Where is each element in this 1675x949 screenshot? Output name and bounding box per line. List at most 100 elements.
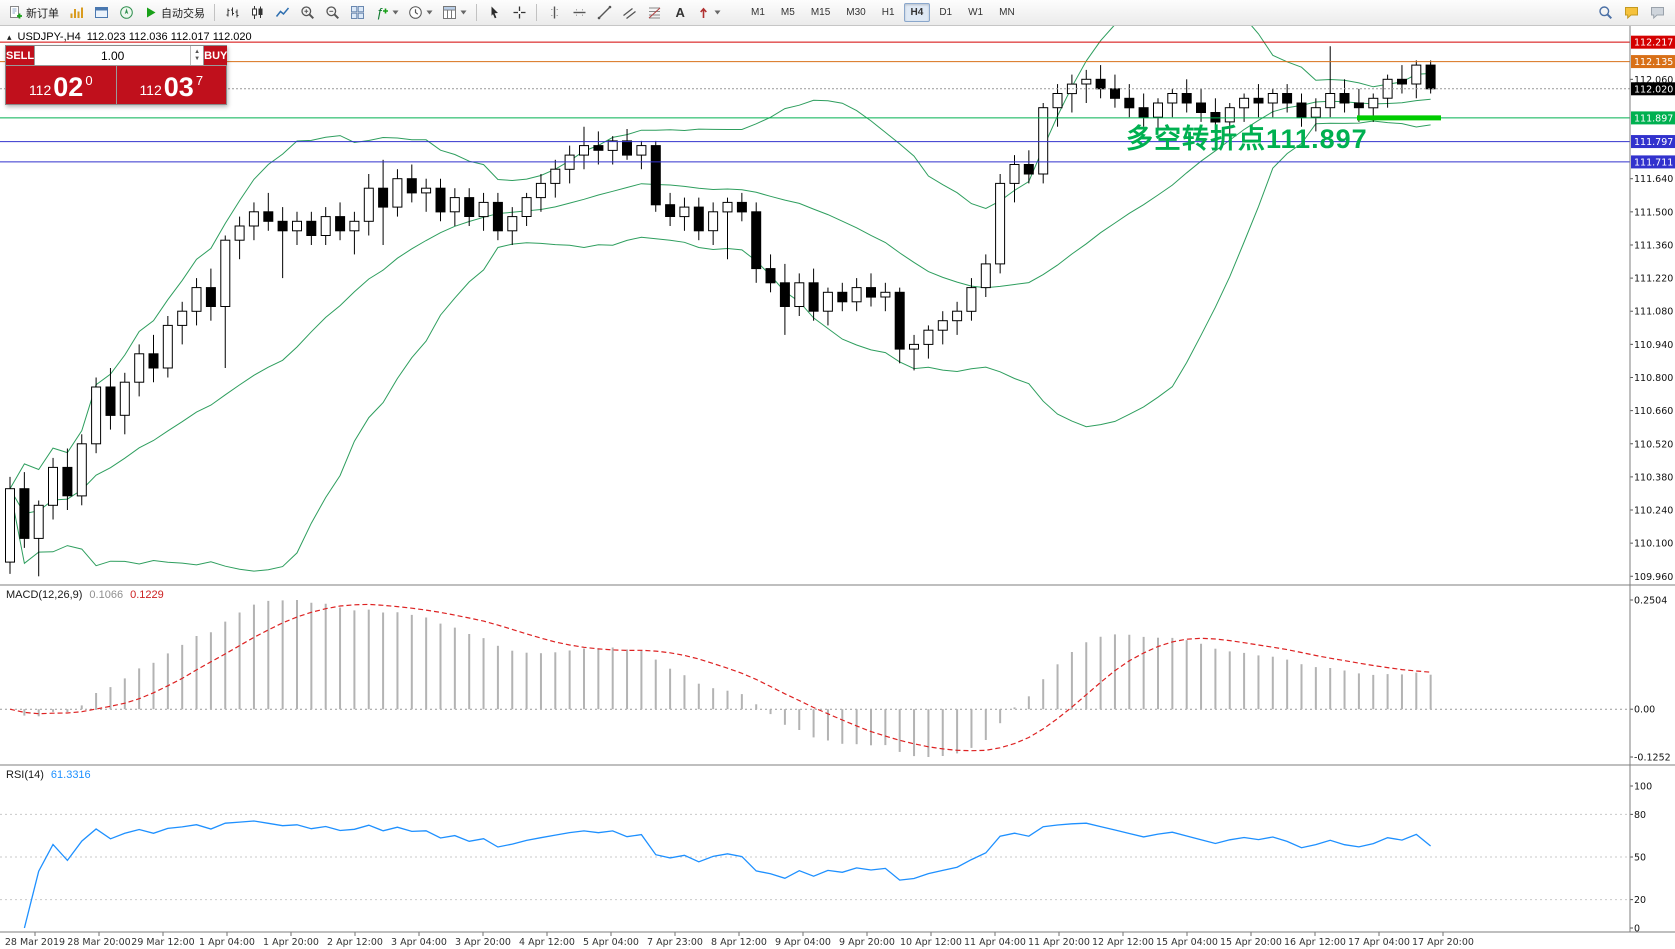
timeframe-m15-button[interactable]: M15 xyxy=(810,7,831,18)
candle-body xyxy=(550,168,561,184)
candle-body xyxy=(593,145,604,151)
vertical-line-button[interactable] xyxy=(542,2,566,24)
search-button[interactable] xyxy=(1593,2,1617,24)
line-chart-button[interactable] xyxy=(270,2,294,24)
candle-body xyxy=(894,291,905,350)
rsi-scale-label: 20 xyxy=(1634,895,1646,906)
candle-body xyxy=(33,504,44,539)
crosshair-button[interactable] xyxy=(507,2,531,24)
timeframe-m30-button[interactable]: M30 xyxy=(846,7,866,18)
candle-body xyxy=(507,216,518,232)
timeframe-m5-button[interactable]: M5 xyxy=(780,7,795,18)
svg-text:ƒ: ƒ xyxy=(376,5,383,20)
rsi-scale-label: 100 xyxy=(1634,782,1652,793)
autotrading-button[interactable]: 自动交易 xyxy=(139,2,209,24)
periods-button[interactable] xyxy=(404,2,437,24)
candle-body xyxy=(1110,88,1120,99)
community-chat-button[interactable] xyxy=(1619,2,1643,24)
one-click-trading-panel: SELL ▲ ▼ BUY 112 02 0 112 03 7 xyxy=(5,45,228,105)
arrows-tool-button[interactable] xyxy=(692,2,725,24)
sell-button[interactable]: 112 02 0 xyxy=(6,66,116,104)
price-axis-label: 110.240 xyxy=(1634,506,1673,517)
data-window-button[interactable] xyxy=(89,2,113,24)
price-marker-box xyxy=(1631,55,1675,69)
time-axis[interactable]: 28 Mar 2019 28 Mar 20:00 29 Mar 12:00 1 Apr… xyxy=(5,932,1474,948)
rsi-name: RSI(14) xyxy=(6,769,44,781)
time-axis-label: 4 Apr 12:00 xyxy=(519,937,575,948)
candle-body xyxy=(1138,107,1149,118)
channel-button[interactable] xyxy=(617,2,641,24)
timeframe-h4-button[interactable]: H4 xyxy=(903,3,931,22)
timeframe-toolbar: M1 M5 M15 M30 H1 H4 D1 W1 MN xyxy=(744,3,1022,22)
indicators-button[interactable]: ƒ xyxy=(370,2,403,24)
channel-icon xyxy=(622,7,636,20)
timeframe-h1-button[interactable]: H1 xyxy=(881,7,895,18)
rsi-label: RSI(14) 61.3316 xyxy=(6,769,91,781)
price-marker-box xyxy=(1631,35,1675,49)
time-axis-label: 1 Apr 20:00 xyxy=(263,937,319,948)
crosshair-icon xyxy=(513,6,525,19)
candlestick-chart-button[interactable] xyxy=(245,2,269,24)
price-axis[interactable]: 112.217 112.135 112.020 111.897 111.797 111.7… xyxy=(1630,35,1675,935)
data-window-icon xyxy=(94,7,108,18)
new-order-button[interactable]: 新订单 xyxy=(4,2,63,24)
timeframe-mn-button[interactable]: MN xyxy=(999,7,1015,18)
trade-panel-header-row: SELL ▲ ▼ BUY xyxy=(6,46,228,65)
candle-body xyxy=(177,310,188,326)
navigator-button[interactable] xyxy=(114,2,138,24)
level-lines-layer[interactable] xyxy=(0,41,1630,163)
sell-price-big: 112 xyxy=(28,82,52,98)
time-axis-label: 12 Apr 12:00 xyxy=(1092,937,1154,948)
zoom-in-button[interactable] xyxy=(295,2,319,24)
volume-down-icon[interactable]: ▼ xyxy=(194,55,201,62)
timeframe-w1-button[interactable]: W1 xyxy=(968,7,984,18)
horizontal-line-icon xyxy=(573,9,585,16)
candle-body xyxy=(292,220,302,232)
templates-button[interactable] xyxy=(438,2,471,24)
candle-body xyxy=(234,225,245,241)
candle-body xyxy=(822,291,833,312)
rsi-pane xyxy=(0,813,1630,929)
buy-button[interactable]: 112 03 7 xyxy=(116,66,226,104)
candle-body xyxy=(995,182,1006,265)
fibonacci-button[interactable] xyxy=(642,2,666,24)
volume-up-icon[interactable]: ▲ xyxy=(194,48,201,55)
toolbar-separator xyxy=(536,4,537,21)
price-axis-label: 110.100 xyxy=(1634,539,1673,550)
zoom-out-button[interactable] xyxy=(320,2,344,24)
bar-chart-button[interactable] xyxy=(220,2,244,24)
market-watch-button[interactable] xyxy=(64,2,88,24)
macd-scale-label: 0.2504 xyxy=(1634,596,1667,607)
timeframe-d1-button[interactable]: D1 xyxy=(939,7,953,18)
timeframe-m1-button[interactable]: M1 xyxy=(751,7,765,18)
volume-input[interactable] xyxy=(35,46,191,65)
horizontal-line-button[interactable] xyxy=(567,2,591,24)
candle-body xyxy=(1425,64,1436,90)
candle-body xyxy=(62,466,73,497)
candle-body xyxy=(1339,93,1350,104)
candle-body xyxy=(91,386,102,445)
candle-body xyxy=(191,287,202,312)
vertical-line-icon xyxy=(550,6,558,19)
one-click-collapse-icon[interactable]: ▴ xyxy=(7,31,12,42)
sell-label: SELL xyxy=(6,46,35,65)
tile-windows-button[interactable] xyxy=(345,2,369,24)
price-axis-label: 109.960 xyxy=(1634,572,1673,583)
rsi-scale-label: 50 xyxy=(1634,853,1646,864)
candle-body xyxy=(349,220,360,232)
candle-body xyxy=(1239,97,1250,109)
text-tool-button[interactable]: A xyxy=(667,2,691,24)
trendline-button[interactable] xyxy=(592,2,616,24)
time-axis-label: 17 Apr 20:00 xyxy=(1412,937,1474,948)
line-chart-icon xyxy=(275,7,289,17)
time-axis-label: 9 Apr 20:00 xyxy=(839,937,895,948)
bollinger-middle-line xyxy=(9,98,1431,515)
candle-body xyxy=(1181,93,1192,104)
cursor-button[interactable] xyxy=(482,2,506,24)
candle-body xyxy=(1267,93,1278,104)
volume-spinner[interactable]: ▲ ▼ xyxy=(190,46,203,65)
candle-body xyxy=(76,443,87,497)
zoom-out-icon xyxy=(325,6,339,20)
trend-annotation[interactable]: 多空转折点111.897 xyxy=(1126,124,1368,154)
messages-button[interactable] xyxy=(1645,2,1669,24)
